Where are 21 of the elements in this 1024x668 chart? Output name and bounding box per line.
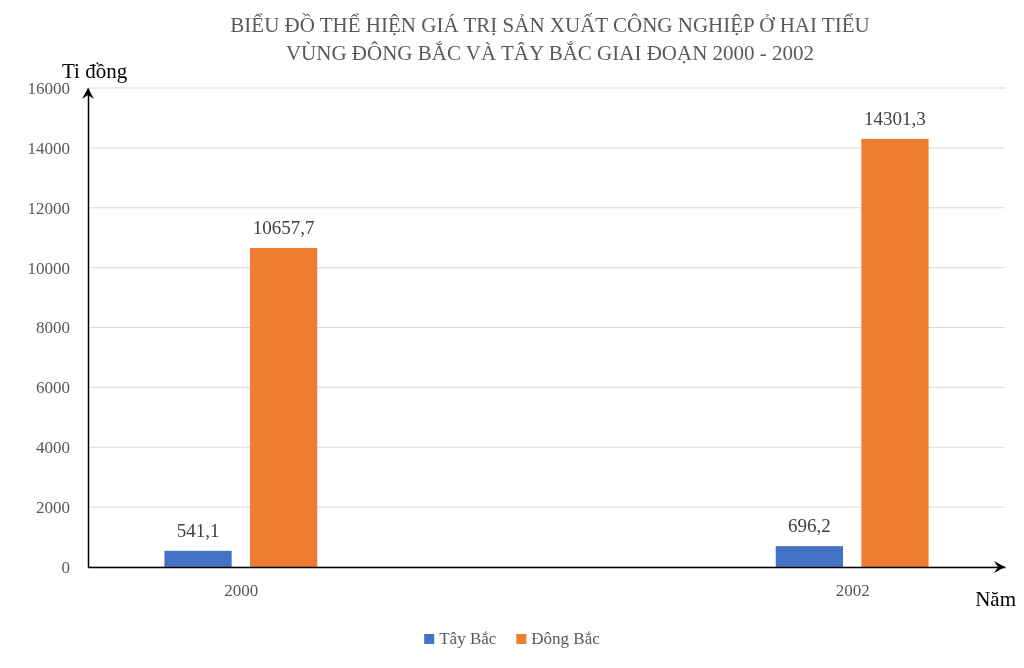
- y-tick-label: 8000: [36, 318, 70, 338]
- y-tick-label: 14000: [27, 138, 70, 158]
- y-tick-label: 0: [61, 557, 70, 577]
- y-tick-label: 2000: [36, 498, 70, 518]
- legend-label: Đông Bắc: [531, 629, 601, 648]
- y-tick-label: 12000: [27, 198, 70, 218]
- legend-label: Tây Bắc: [439, 629, 497, 648]
- y-tick-label: 6000: [36, 378, 70, 398]
- chart-title: BIỂU ĐỒ THỂ HIỆN GIÁ TRỊ SẢN XUẤT CÔNG NGHIỆP Ở HAI TIỂU VÙNG ĐÔNG BẮC VÀ TÂY BẮC GIAI ĐOẠN 2000 - 2002: [230, 13, 870, 65]
- data-label: 696,2: [788, 515, 831, 537]
- data-label: 541,1: [176, 519, 220, 541]
- data-label: 10657,7: [252, 216, 315, 238]
- bar: [164, 550, 232, 567]
- y-tick-label: 4000: [36, 438, 70, 458]
- x-tick-label: 2002: [835, 581, 870, 601]
- x-axis-title: Năm: [975, 587, 1016, 611]
- bar: [861, 138, 929, 567]
- bar: [250, 247, 318, 567]
- y-tick-label: 10000: [27, 258, 70, 278]
- data-label: 14301,3: [864, 107, 926, 129]
- bar: [775, 546, 843, 567]
